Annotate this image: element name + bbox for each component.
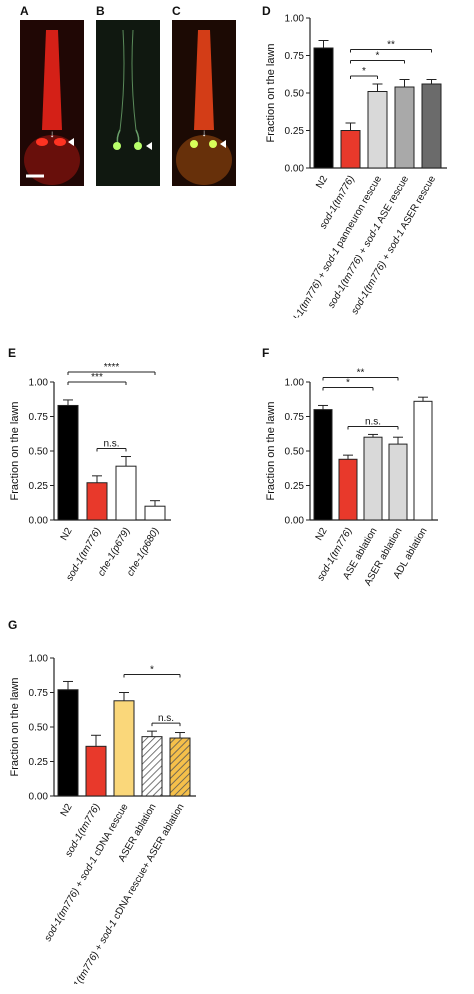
micrograph-c: ↓ <box>172 20 236 186</box>
micrograph-a: ↓ <box>20 20 84 186</box>
bar <box>394 86 415 169</box>
y-tick-label: 0.75 <box>285 51 305 62</box>
y-tick-label: 0.50 <box>285 447 305 458</box>
y-axis-label: Fraction on the lawn <box>265 401 277 500</box>
panel-label-g: G <box>8 618 18 632</box>
bar <box>115 465 137 521</box>
y-tick-label: 0.00 <box>285 516 305 527</box>
bar <box>413 400 433 521</box>
y-axis-label: Fraction on the lawn <box>9 401 21 500</box>
significance-label: n.s. <box>103 439 119 450</box>
y-tick-label: 0.50 <box>29 723 49 734</box>
bar <box>363 436 383 521</box>
significance-label: *** <box>91 372 103 383</box>
y-tick-label: 0.25 <box>29 757 49 768</box>
chart-f: 0.00 0.25 0.50 0.75 1.00 Fraction on the lawn… <box>265 367 438 588</box>
x-category-label: N2 <box>59 526 75 543</box>
panel-label-b: B <box>96 4 105 18</box>
chart-g: 0.00 0.25 0.50 0.75 1.00 Fraction on the lawn… <box>9 654 196 984</box>
panel-label-f: F <box>262 346 270 360</box>
bar <box>57 404 79 521</box>
chart-d: 0.00 0.25 0.50 0.75 1.00 Fraction on the lawn… <box>265 14 447 318</box>
bar <box>340 130 361 169</box>
x-category-label: N2 <box>314 526 330 543</box>
y-tick-label: 1.00 <box>29 654 49 665</box>
y-axis-label: Fraction on the lawn <box>265 43 277 142</box>
micrograph-b <box>96 20 160 186</box>
y-tick-label: 0.75 <box>29 688 49 699</box>
x-category-label: N2 <box>314 174 330 191</box>
panel-label-e: E <box>8 346 17 360</box>
bar <box>338 458 358 521</box>
panel-label-c: C <box>172 4 181 18</box>
significance-label: * <box>362 66 366 77</box>
significance-label: ** <box>357 367 365 378</box>
y-tick-label: 0.50 <box>285 89 305 100</box>
y-tick-label: 0.00 <box>285 164 305 175</box>
y-tick-label: 0.25 <box>29 481 49 492</box>
y-tick-label: 0.25 <box>285 126 305 137</box>
micrograph-a-image: ↓ <box>20 20 84 186</box>
y-tick-label: 1.00 <box>285 14 305 25</box>
significance-label: **** <box>104 362 120 373</box>
bar <box>57 689 79 797</box>
y-tick-label: 1.00 <box>29 378 49 389</box>
y-tick-label: 0.75 <box>285 412 305 423</box>
bar <box>421 83 442 169</box>
significance-label: n.s. <box>158 713 174 724</box>
bar <box>169 737 191 797</box>
significance-label: * <box>376 51 380 62</box>
significance-label: * <box>150 665 154 676</box>
micrograph-b-image <box>96 20 160 186</box>
bar <box>113 700 135 797</box>
y-tick-label: 0.00 <box>29 516 49 527</box>
y-tick-label: 0.00 <box>29 792 49 803</box>
bar <box>144 505 166 521</box>
y-axis-label: Fraction on the lawn <box>9 677 21 776</box>
bar <box>313 47 334 169</box>
bar <box>85 745 107 797</box>
svg-text:↓: ↓ <box>50 129 55 140</box>
micrograph-c-image: ↓ <box>172 20 236 186</box>
chart-e: 0.00 0.25 0.50 0.75 1.00 Fraction on the lawn… <box>9 362 171 583</box>
y-tick-label: 0.25 <box>285 481 305 492</box>
svg-text:↓: ↓ <box>202 128 207 139</box>
bar <box>86 482 108 521</box>
x-category-label: N2 <box>59 802 75 819</box>
bar <box>367 91 388 169</box>
bar <box>141 736 163 797</box>
y-tick-label: 0.75 <box>29 412 49 423</box>
panel-label-d: D <box>262 4 271 18</box>
bar <box>313 409 333 521</box>
significance-label: ** <box>387 40 395 51</box>
significance-label: n.s. <box>365 416 381 427</box>
bar <box>388 443 408 521</box>
significance-label: * <box>346 377 350 388</box>
y-tick-label: 1.00 <box>285 378 305 389</box>
y-tick-label: 0.50 <box>29 447 49 458</box>
panel-label-a: A <box>20 4 29 18</box>
